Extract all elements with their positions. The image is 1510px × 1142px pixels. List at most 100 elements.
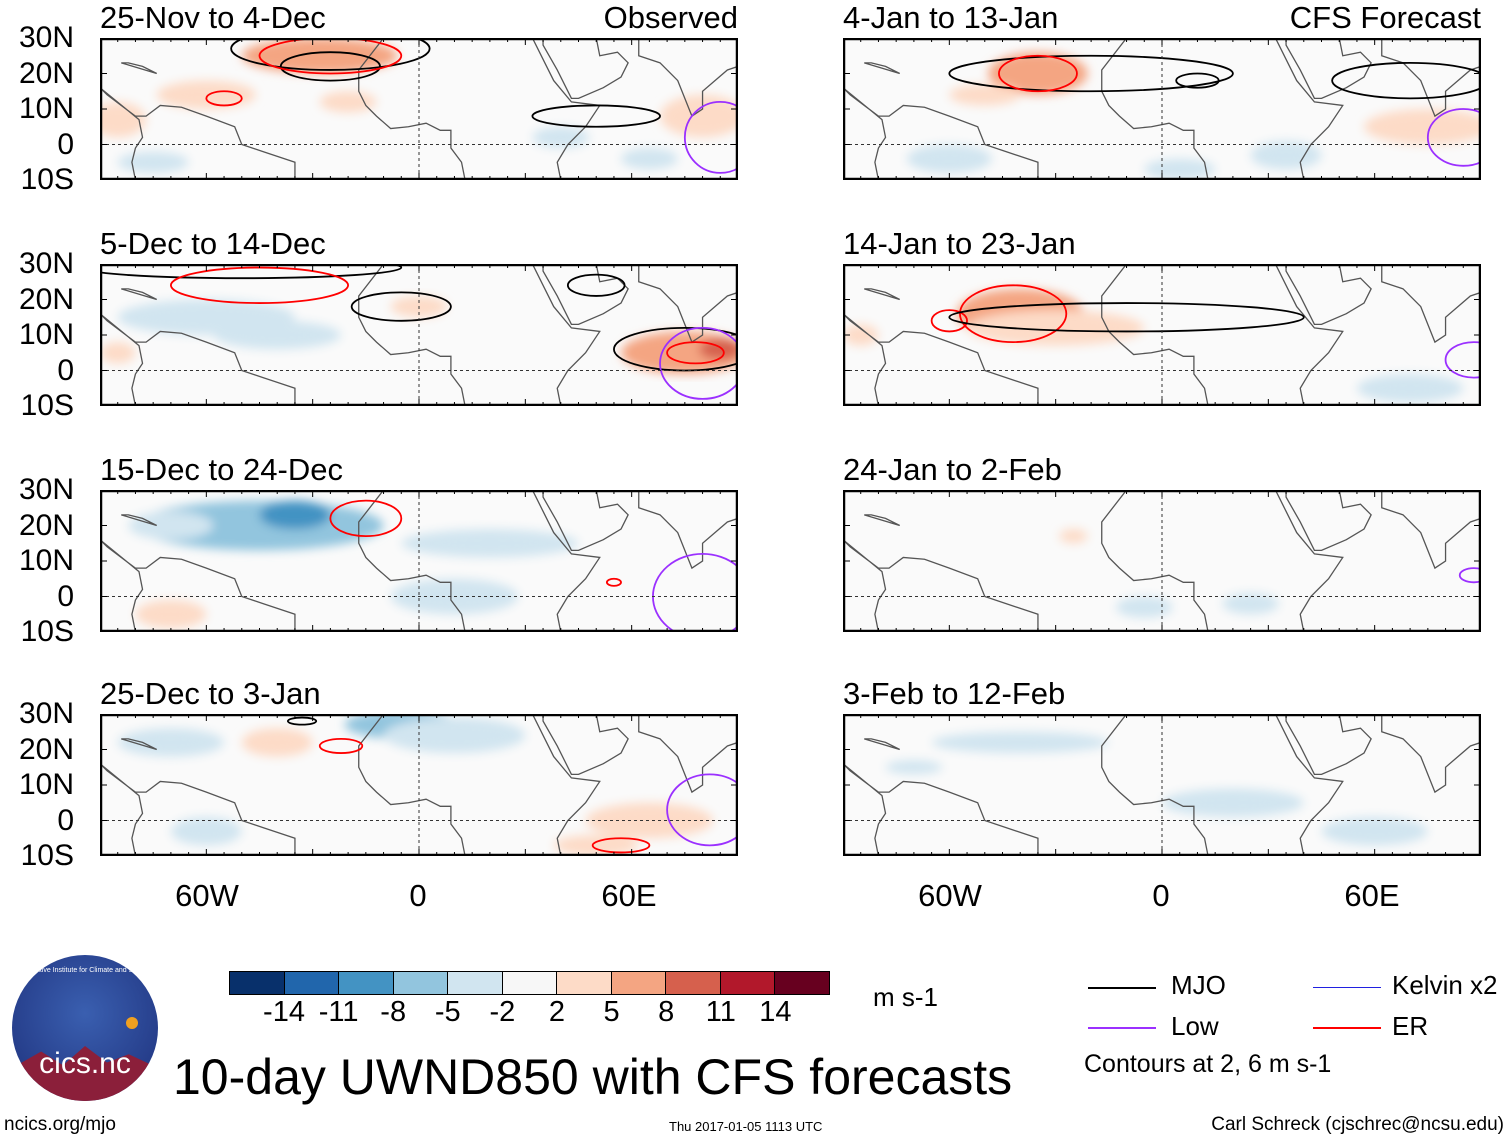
er-contour [258,38,403,75]
footer-url[interactable]: ncics.org/mjo [4,1114,116,1135]
map-panel: 3-Feb to 12-Feb [843,676,1481,856]
wind-anomaly [128,511,214,540]
mjo-contour [1331,61,1481,100]
wind-anomaly [117,151,189,173]
wind-anomaly [660,94,738,138]
colorbar-label: 14 [759,996,792,1028]
mjo-contour [1175,72,1220,89]
coastline [638,264,738,344]
colorbar-label: -11 [318,996,359,1028]
wind-anomaly [383,717,526,754]
map-panel: 15-Dec to 24-Dec 30N 20N 10N 0 10S [19,452,738,647]
lat-label: 20N [18,282,74,316]
er-contour [205,90,243,107]
wind-anomaly [843,324,879,346]
wind-anomaly [401,529,579,558]
colorbar-swatch [611,972,666,994]
lat-label: 10S [20,839,74,872]
wind-anomaly [213,320,342,350]
panel-frame [843,490,1481,632]
lon-label: 60W [918,878,982,913]
map-panel: 25-Dec to 3-Jan 30N 20N 10N 0 10S [19,676,738,871]
wind-anomaly [241,728,313,757]
lon-label: 60W [175,878,239,913]
mjo-contour [230,38,431,71]
coastline [843,539,1039,632]
coastline [1285,264,1372,325]
coastline [843,87,1039,180]
coastline [1381,38,1481,118]
coastline [1381,264,1481,344]
er-contour [329,499,403,538]
coastline [638,714,738,794]
wind-anomaly [553,834,639,856]
coastline [1285,490,1372,551]
map-panel: 24-Jan to 2-Feb [843,452,1481,632]
coastline [121,62,158,75]
lat-label: 30N [18,247,74,280]
coastline [121,514,158,527]
low-contour [666,773,738,847]
er-contour [998,54,1078,93]
coastline [864,62,901,75]
lat-label: 0 [57,353,74,387]
lat-label: 10N [18,92,74,125]
contour-note: Contours at 2, 6 m s-1 [1084,1050,1332,1078]
logo-ring-text: Cooperative Institute for Climate and Sa… [13,967,157,974]
legend-kelvin: Kelvin x2 [1392,970,1498,1000]
coastline [638,490,738,570]
lat-label: 10S [20,163,74,196]
colorbar-swatch [502,972,557,994]
coastline [864,514,901,527]
wind-anomaly [1321,816,1428,846]
legend-er-line [1313,1027,1381,1029]
map-canvas [843,264,1481,406]
footer-author: Carl Schreck (cjschrec@ncsu.edu) [1211,1114,1504,1135]
map-canvas [100,38,738,180]
coastline [1381,714,1481,794]
lat-label: 0 [57,579,74,613]
legend-kelvin-line [1313,987,1381,988]
panel-title: 14-Jan to 23-Jan [843,226,1076,261]
panel-title: 24-Jan to 2-Feb [843,452,1062,487]
coastline [542,714,629,775]
map-canvas [843,490,1481,632]
wind-anomaly [1356,374,1464,403]
lat-label: 30N [18,697,74,730]
panel-title: 25-Nov to 4-Dec [100,0,326,35]
coastline [100,313,296,406]
lon-label: 0 [1152,878,1170,913]
er-contour [930,309,968,333]
coastline [100,763,296,856]
wind-anomaly [319,91,377,113]
er-contour [591,837,651,854]
er-contour [605,577,622,587]
panel-frame [843,264,1481,406]
panel-frame [843,38,1481,180]
coastline [1101,490,1344,632]
lat-label: 10N [18,318,74,351]
coastline [1101,38,1344,180]
lon-label: 0 [409,878,427,913]
logo: cics.nc Cooperative Institute for Climat… [12,955,158,1101]
coastline [358,714,601,856]
mjo-contour [350,291,452,322]
colorbar-swatch [557,972,612,994]
wind-anomaly [931,731,1109,754]
panel-title: 4-Jan to 13-Jan [843,0,1059,35]
wind-anomaly [100,101,147,138]
legend-low: Low [1171,1011,1219,1041]
panel-frame [100,264,738,406]
legend-mjo-line [1088,987,1156,989]
lat-label: 10S [20,389,74,422]
lat-label: 20N [18,508,74,542]
coastline [121,288,158,301]
colorbar [229,971,830,995]
wind-anomaly [1364,109,1481,145]
colorbar-label: -8 [380,996,407,1028]
coastline [864,738,901,751]
wind-anomaly [1222,592,1279,615]
panel-frame [100,490,738,632]
colorbar-swatch [666,972,721,994]
coastline [1285,714,1372,775]
